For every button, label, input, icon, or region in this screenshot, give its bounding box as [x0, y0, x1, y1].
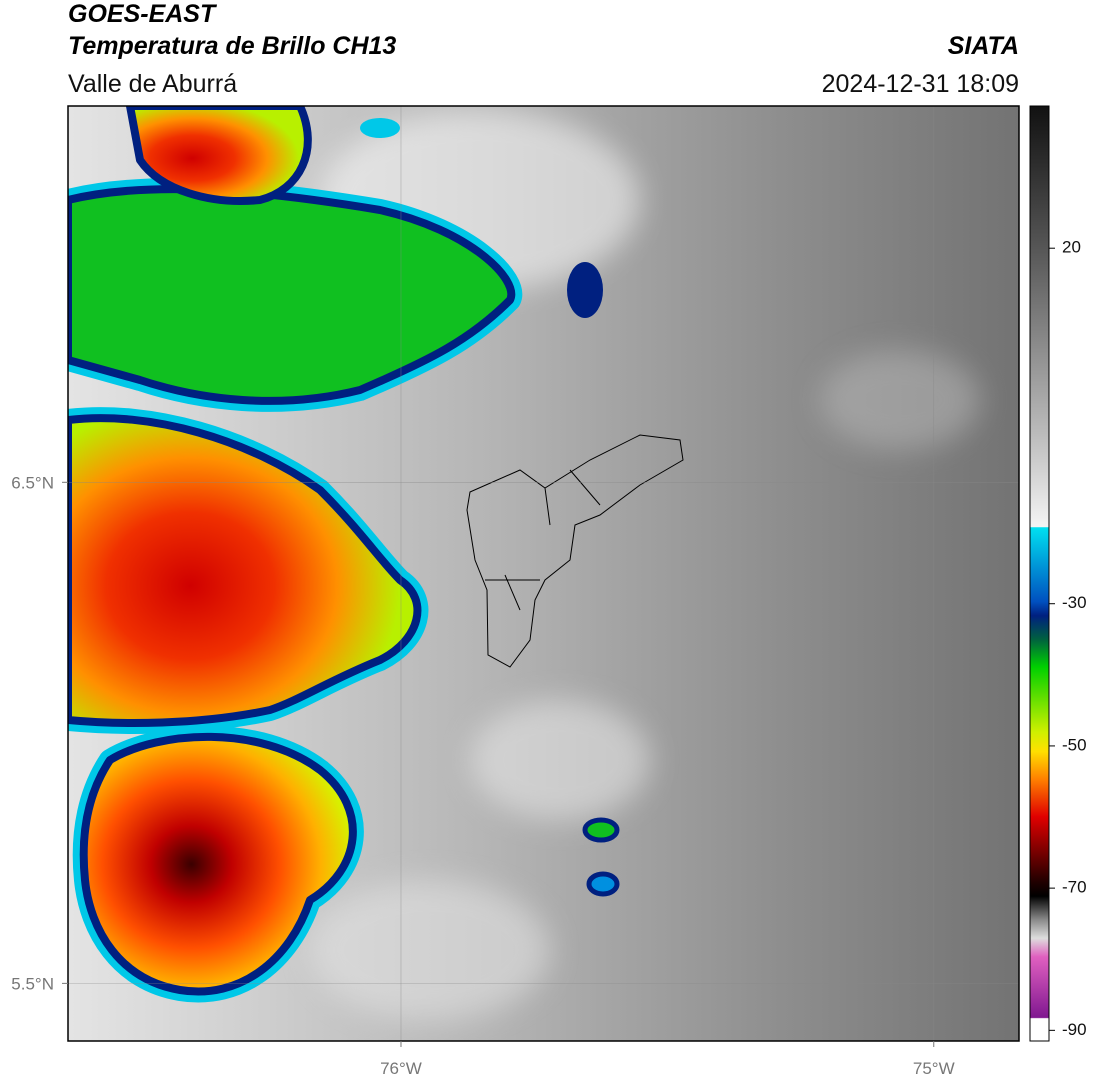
map-frame: [67, 105, 1020, 1042]
graticule: [68, 106, 1019, 1041]
region: Valle de Aburrá: [68, 70, 237, 98]
colorbar-tick-label: 20: [1062, 238, 1081, 257]
datetime: 2024-12-31 18:09: [822, 70, 1019, 98]
colorbar-tick-label: -50: [1062, 735, 1087, 754]
colorbar-tick-label: -30: [1062, 593, 1087, 612]
colorbar-tick-label: -70: [1062, 878, 1087, 897]
source: SIATA: [948, 32, 1019, 60]
colorbar: [1029, 105, 1050, 1042]
imagery: [68, 106, 1019, 1041]
subtitle: Temperatura de Brillo CH13: [68, 32, 396, 60]
municipal-boundaries: [466, 434, 684, 668]
storm-cells: [68, 106, 620, 1003]
y-tick-label: 5.5°N: [11, 974, 54, 993]
y-tick-label: 6.5°N: [11, 473, 54, 492]
x-tick-label: 75°W: [913, 1059, 955, 1078]
title: GOES-EAST: [68, 0, 218, 28]
x-tick-label: 76°W: [380, 1059, 422, 1078]
colorbar-tick-label: -90: [1062, 1020, 1087, 1039]
